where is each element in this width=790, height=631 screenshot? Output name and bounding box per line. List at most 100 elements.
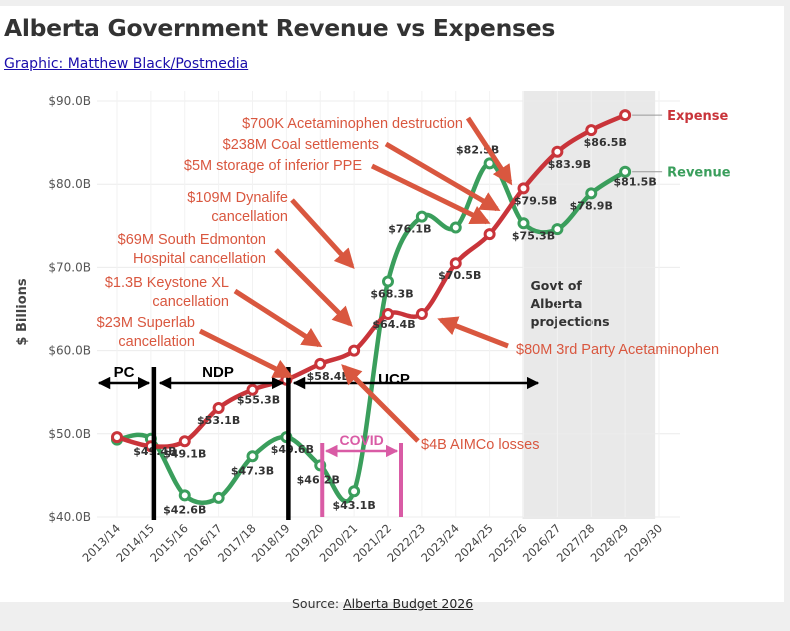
annotation-line: $80M 3rd Party Acetaminophen [516, 342, 719, 358]
expense-data-label: $53.1B [197, 414, 240, 427]
era-layer: PC NDP UCP [97, 364, 540, 520]
annotation-line: $238M Coal settlements [223, 137, 379, 153]
y-tick-label: $50.0B [48, 427, 91, 441]
annotation-arrow [370, 163, 491, 225]
y-tick-label: $90.0B [48, 94, 91, 108]
expense-data-label: $58.4B [307, 370, 350, 383]
y-tick-label: $80.0B [48, 177, 91, 191]
annotation-line: $1.3B Keystone XL [105, 275, 229, 291]
revenue-point [348, 485, 361, 498]
annotation-text: $109M Dynalife cancellation [187, 190, 288, 225]
annotation-line: cancellation [211, 209, 288, 225]
y-axis-title: $ Billions [15, 278, 30, 345]
expense-point [585, 124, 598, 137]
projection-label: Alberta [531, 296, 583, 311]
revenue-data-label: $75.3B [512, 229, 555, 242]
annotation-line: cancellation [118, 334, 195, 350]
revenue-data-label: $78.9B [570, 199, 613, 212]
expense-point [551, 145, 564, 158]
page-title: Alberta Government Revenue vs Expenses [4, 14, 556, 42]
expense-point [415, 307, 428, 320]
expense-point [212, 402, 225, 415]
annotation-arrow [290, 198, 355, 269]
revenue-data-label: $46.2B [297, 473, 340, 486]
annotation-line: cancellation [152, 294, 229, 310]
annotation-arrow [233, 288, 323, 348]
annotation-text: $238M Coal settlements [223, 137, 379, 153]
annotation-arrow [465, 116, 513, 186]
annotation-text: $69M South Edmonton Hospital cancellation [118, 232, 266, 267]
revenue-point [517, 217, 530, 230]
y-tick-label: $40.0B [48, 510, 91, 524]
covid-label: COVID [339, 432, 383, 448]
annotation-text: $4B AIMCo losses [421, 437, 539, 453]
annotation-text: $23M Superlab cancellation [97, 315, 195, 350]
revenue-data-label: $76.1B [388, 223, 431, 236]
expense-data-label: $86.5B [584, 136, 627, 149]
credit-link[interactable]: Graphic: Matthew Black/Postmedia [4, 56, 249, 72]
legend-revenue: Revenue [667, 166, 731, 181]
era-label-ucp: UCP [378, 371, 410, 388]
x-axis: 2013/142014/152015/162016/172017/182018/… [79, 521, 665, 565]
covid-layer: COVID [320, 432, 403, 517]
revenue-point [212, 491, 225, 504]
expense-point [517, 182, 530, 195]
expense-point [348, 344, 361, 357]
expense-point [619, 109, 632, 122]
revenue-point [382, 275, 394, 288]
expense-point [111, 431, 123, 444]
projection-label: projections [531, 314, 610, 329]
expense-point [382, 307, 394, 320]
revenue-point [178, 489, 191, 502]
annotation-text: $1.3B Keystone XL cancellation [105, 275, 229, 310]
expense-data-label: $55.3B [237, 394, 280, 407]
projection-label: Govt of [531, 278, 583, 293]
annotation-line: $5M storage of inferior PPE [184, 158, 362, 174]
expense-data-label: $79.5B [514, 194, 557, 207]
y-tick-label: $70.0B [48, 260, 91, 274]
expense-point [449, 257, 462, 270]
revenue-data-label: $81.5B [614, 176, 657, 189]
annotation-text: $700K Acetaminophen destruction [242, 116, 463, 132]
annotation-layer: $700K Acetaminophen destruction $238M Coa… [97, 116, 719, 453]
annotation-arrow [341, 364, 420, 443]
y-tick-label: $60.0B [48, 344, 91, 358]
annotation-arrow [437, 316, 509, 349]
source-link[interactable]: Alberta Budget 2026 [343, 596, 474, 611]
y-axis: $40.0B $50.0B $60.0B $70.0B $80.0B $90.0B [48, 94, 91, 524]
projection-band-layer: Govt of Alberta projections [522, 91, 656, 519]
expense-line [114, 112, 628, 449]
annotation-line: Hospital cancellation [133, 251, 266, 267]
expense-point [178, 435, 191, 448]
expense-data-label: $83.9B [548, 158, 591, 171]
expense-data-label: $64.4B [372, 318, 415, 331]
expense-data-label: $70.5B [438, 269, 481, 282]
era-label-ndp: NDP [202, 364, 234, 381]
annotation-arrow [274, 248, 353, 327]
legend-expense: Expense [667, 109, 728, 124]
annotation-line: $23M Superlab [97, 315, 195, 331]
revenue-point [449, 221, 462, 234]
expense-point [483, 228, 496, 241]
revenue-data-label: $49.6B [271, 443, 314, 456]
revenue-point [619, 165, 632, 178]
revenue-data-label: $42.6B [163, 503, 206, 516]
annotation-line: $700K Acetaminophen destruction [242, 116, 463, 132]
revenue-data-label: $43.1B [333, 499, 376, 512]
revenue-point [551, 223, 564, 236]
revenue-data-label: $47.3B [231, 464, 274, 477]
revenue-point [585, 187, 598, 200]
revenue-point [246, 450, 259, 463]
data-labels-layer: $49.1B $53.1B $55.3B $58.4B $64.4B $70.5B $79.… [133, 136, 656, 516]
annotation-arrow [384, 141, 501, 212]
expense-data-label: $49.1B [163, 447, 206, 460]
annotation-line: $69M South Edmonton [118, 232, 266, 248]
annotation-line: $109M Dynalife [187, 190, 288, 206]
revenue-data-label: $68.3B [370, 288, 413, 301]
annotation-text: $80M 3rd Party Acetaminophen [516, 342, 719, 358]
expense-point [314, 357, 327, 370]
legend-layer: Expense Revenue [632, 109, 731, 181]
annotation-text: $5M storage of inferior PPE [184, 158, 362, 174]
x-tick-label: 2029/30 [621, 521, 665, 565]
